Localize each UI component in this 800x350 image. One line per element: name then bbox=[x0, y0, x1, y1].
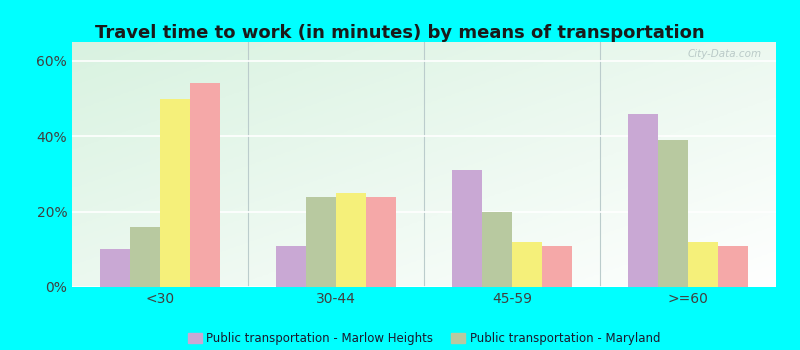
Bar bbox=[276, 246, 306, 287]
Bar bbox=[130, 227, 160, 287]
Bar bbox=[452, 170, 482, 287]
Text: Travel time to work (in minutes) by means of transportation: Travel time to work (in minutes) by mean… bbox=[95, 25, 705, 42]
Bar bbox=[718, 246, 748, 287]
Bar bbox=[512, 242, 542, 287]
Bar bbox=[160, 99, 190, 287]
Bar bbox=[100, 249, 130, 287]
Bar bbox=[190, 83, 220, 287]
Bar bbox=[366, 197, 396, 287]
Bar bbox=[336, 193, 366, 287]
Bar bbox=[542, 246, 572, 287]
Bar bbox=[306, 197, 336, 287]
Bar bbox=[482, 212, 512, 287]
Text: City-Data.com: City-Data.com bbox=[688, 49, 762, 60]
Legend: Public transportation - Marlow Heights, Other means - Marlow Heights, Public tra: Public transportation - Marlow Heights, … bbox=[187, 332, 661, 350]
Bar bbox=[628, 114, 658, 287]
Bar bbox=[658, 140, 688, 287]
Bar bbox=[688, 242, 718, 287]
